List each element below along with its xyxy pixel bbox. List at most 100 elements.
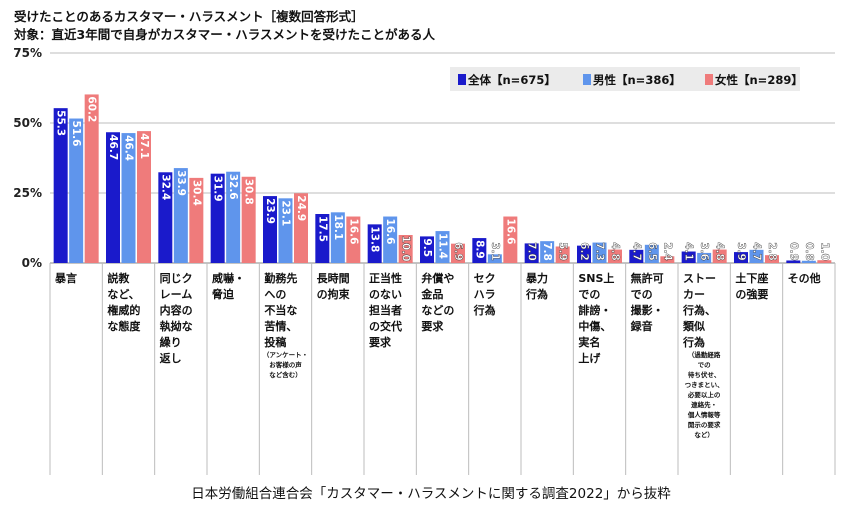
category-note: での bbox=[698, 361, 712, 369]
value-label: 8.9 bbox=[473, 240, 485, 259]
category-label: の拘束 bbox=[317, 287, 351, 301]
category-label: 行為 bbox=[525, 287, 548, 301]
bar bbox=[278, 198, 293, 263]
legend-label: 女性【n=289】 bbox=[715, 73, 803, 87]
category-label: レーム bbox=[160, 288, 193, 301]
value-label: 18.1 bbox=[332, 214, 344, 240]
value-label: 10.0 bbox=[400, 236, 412, 262]
category-label: 担当者 bbox=[369, 303, 402, 317]
value-label: 9.5 bbox=[421, 238, 433, 257]
value-label: 7.8 bbox=[541, 242, 553, 261]
category-label: セク bbox=[474, 272, 496, 285]
value-label: 4.7 bbox=[630, 242, 642, 261]
bar bbox=[734, 252, 748, 263]
legend-label: 男性【n=386】 bbox=[593, 73, 681, 87]
value-label: 23.1 bbox=[280, 200, 292, 226]
category-label: な態度 bbox=[107, 319, 141, 333]
bar bbox=[106, 132, 120, 263]
category-note: など含む） bbox=[269, 370, 302, 379]
category-label: 暴言 bbox=[54, 271, 77, 285]
value-label: 11.4 bbox=[437, 233, 449, 259]
bar bbox=[577, 245, 591, 263]
bar bbox=[158, 172, 173, 263]
bar bbox=[629, 249, 644, 263]
bar bbox=[69, 118, 84, 264]
bar bbox=[315, 214, 330, 263]
value-label: 0.8 bbox=[803, 242, 815, 261]
category-label: 繰り bbox=[160, 335, 182, 349]
y-tick-label: 25% bbox=[13, 186, 42, 200]
category-label: 暴力 bbox=[525, 271, 548, 285]
category-label: 行為 bbox=[682, 335, 705, 349]
value-label: 24.9 bbox=[295, 195, 307, 221]
category-label: 無許可 bbox=[631, 271, 664, 285]
category-label: 長時間 bbox=[317, 271, 350, 285]
bar bbox=[487, 254, 502, 263]
category-label: など、 bbox=[107, 288, 139, 301]
value-label: 2.8 bbox=[766, 242, 778, 261]
bar bbox=[383, 216, 398, 263]
value-label: 33.9 bbox=[175, 170, 187, 196]
category-note: 待ち伏せ、 bbox=[688, 370, 721, 379]
bar bbox=[592, 242, 607, 263]
category-note: （アンケート・ bbox=[263, 351, 308, 359]
value-label: 51.6 bbox=[70, 121, 82, 147]
bar bbox=[749, 249, 764, 263]
value-label: 4.8 bbox=[714, 242, 726, 261]
value-label: 6.5 bbox=[646, 242, 658, 261]
category-label: 類似 bbox=[682, 319, 705, 333]
value-label: 2.4 bbox=[661, 242, 673, 261]
bar bbox=[660, 256, 675, 263]
value-label: 4.1 bbox=[683, 242, 695, 261]
value-label: 30.8 bbox=[243, 179, 255, 205]
category-note: お客様の声 bbox=[269, 360, 302, 369]
category-label: 不当な bbox=[264, 303, 297, 317]
bar bbox=[644, 244, 659, 263]
bar bbox=[712, 249, 727, 263]
category-label: その他 bbox=[788, 271, 821, 285]
category-label: 脅迫 bbox=[211, 287, 235, 301]
value-label: 31.9 bbox=[212, 176, 224, 202]
bar bbox=[330, 212, 345, 263]
category-label: 苦情、 bbox=[264, 319, 297, 333]
bar bbox=[226, 171, 241, 263]
chart-title: 受けたことのあるカスタマー・ハラスメント［複数回答形式］ bbox=[14, 9, 364, 24]
category-label: 誹謗・ bbox=[578, 303, 611, 317]
category-label: の交代 bbox=[369, 319, 402, 333]
bar bbox=[173, 168, 188, 263]
value-label: 1.0 bbox=[818, 242, 830, 261]
value-label: 46.4 bbox=[123, 135, 135, 161]
category-label: 内容の bbox=[160, 303, 193, 317]
category-note: 必要以上の bbox=[688, 390, 721, 399]
y-tick-label: 75% bbox=[13, 46, 42, 60]
bar bbox=[503, 216, 518, 263]
category-label: 勤務先 bbox=[264, 271, 297, 285]
category-label: ストー bbox=[683, 272, 716, 285]
category-label: 土下座 bbox=[735, 271, 768, 285]
bar bbox=[681, 251, 696, 263]
legend-swatch bbox=[705, 74, 713, 85]
category-label: カー bbox=[683, 288, 705, 301]
category-label: 要求 bbox=[369, 335, 392, 349]
category-label: 中傷、 bbox=[578, 319, 611, 333]
category-note: 連絡先・ bbox=[691, 400, 717, 409]
value-label: 5.9 bbox=[557, 242, 569, 261]
bar bbox=[435, 231, 450, 263]
bar bbox=[367, 224, 382, 263]
bar bbox=[210, 173, 225, 263]
category-label: 行為 bbox=[473, 303, 496, 317]
bar bbox=[420, 236, 434, 263]
value-label: 6.2 bbox=[578, 242, 590, 261]
legend-box bbox=[450, 67, 800, 91]
bar bbox=[121, 133, 136, 263]
category-label: 弁償や bbox=[421, 271, 454, 285]
bar bbox=[263, 196, 277, 263]
category-label: 正当性 bbox=[369, 271, 402, 285]
bar bbox=[451, 243, 465, 263]
bar bbox=[817, 260, 832, 263]
category-note: 開示の要求 bbox=[688, 420, 721, 429]
category-label: 返し bbox=[160, 351, 182, 365]
legend-swatch bbox=[458, 74, 466, 85]
category-label: 威嚇・ bbox=[212, 271, 245, 285]
